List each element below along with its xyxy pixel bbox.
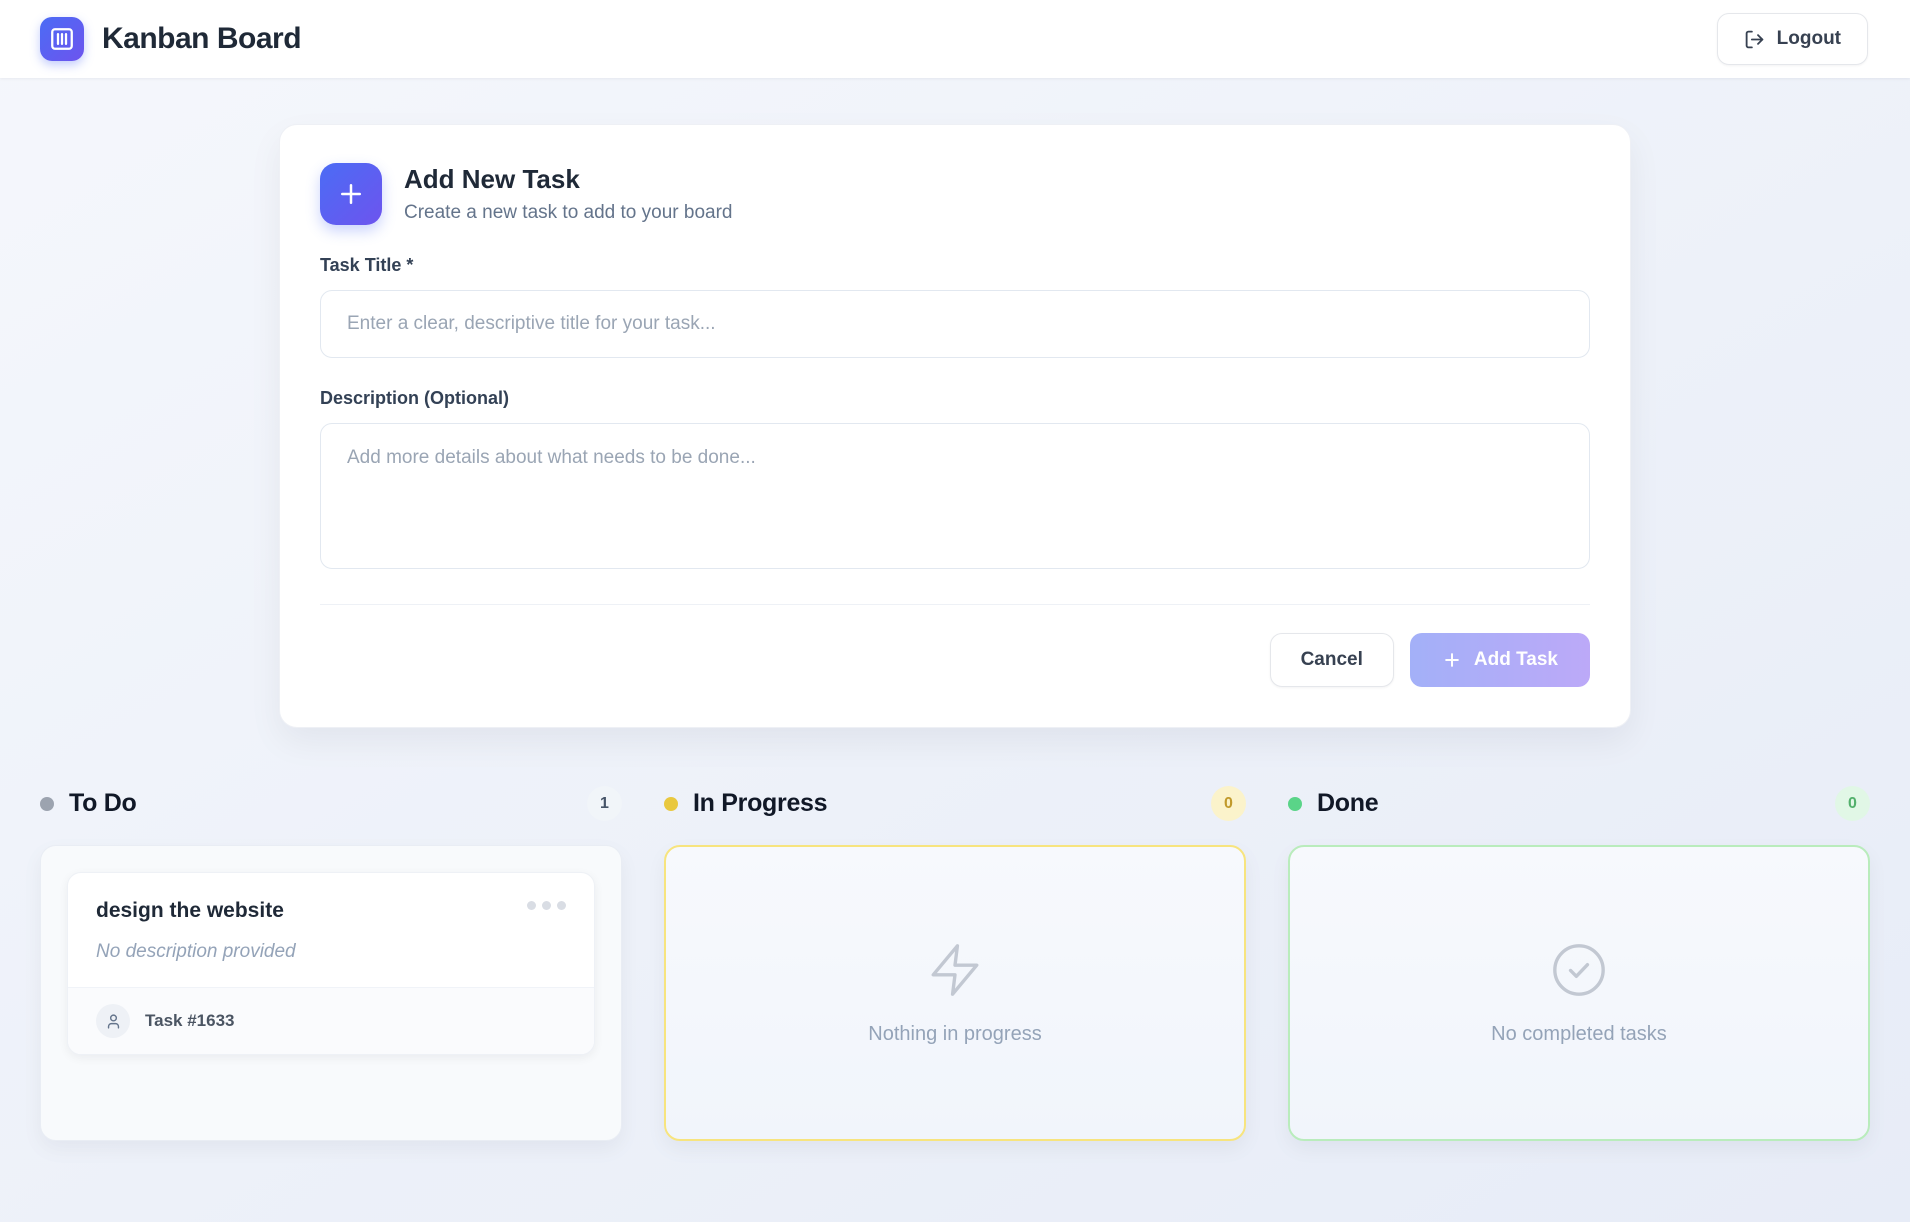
task-title: design the website — [96, 899, 284, 922]
add-task-heading-group: Add New Task Create a new task to add to… — [404, 164, 732, 224]
column-todo-header: To Do 1 — [40, 786, 622, 821]
column-in-progress: In Progress 0 Nothing in progress — [664, 786, 1246, 1141]
description-textarea[interactable] — [320, 423, 1590, 569]
plus-icon — [1442, 650, 1462, 670]
kanban-board: To Do 1 design the website No descriptio… — [0, 728, 1910, 1141]
task-id: Task #1633 — [145, 1011, 235, 1030]
todo-status-dot — [40, 796, 54, 811]
logout-icon — [1744, 29, 1765, 50]
task-card-footer: Task #1633 — [68, 987, 594, 1054]
column-done-title: Done — [1317, 789, 1379, 817]
user-icon — [96, 1004, 130, 1038]
logout-button[interactable]: Logout — [1716, 13, 1868, 65]
add-task-button-label: Add Task — [1473, 649, 1558, 670]
cancel-button[interactable]: Cancel — [1269, 633, 1394, 687]
done-status-dot — [1288, 796, 1302, 811]
task-title-label: Task Title * — [320, 255, 414, 275]
form-actions: Cancel Add Task — [320, 604, 1590, 687]
column-in-progress-header: In Progress 0 — [664, 786, 1246, 821]
kanban-logo-icon — [40, 17, 84, 61]
column-todo: To Do 1 design the website No descriptio… — [40, 786, 622, 1141]
page-title: Kanban Board — [102, 22, 302, 55]
task-card-main: design the website No description provid… — [68, 873, 594, 987]
brand: Kanban Board — [40, 17, 302, 61]
column-todo-dropzone[interactable]: design the website No description provid… — [40, 845, 622, 1141]
add-task-card: Add New Task Create a new task to add to… — [279, 124, 1631, 728]
column-in-progress-title: In Progress — [693, 789, 828, 817]
column-done: Done 0 No completed tasks — [1288, 786, 1870, 1141]
task-menu-ellipsis-icon[interactable] — [523, 897, 570, 914]
app-header: Kanban Board Logout — [0, 0, 1910, 78]
add-task-title: Add New Task — [404, 164, 580, 194]
task-card[interactable]: design the website No description provid… — [67, 872, 595, 1055]
column-todo-count-badge: 1 — [587, 786, 622, 821]
column-in-progress-dropzone[interactable]: Nothing in progress — [664, 845, 1246, 1141]
logout-label: Logout — [1776, 28, 1841, 49]
done-empty-text: No completed tasks — [1491, 1022, 1667, 1045]
description-group: Description (Optional) — [320, 388, 1590, 574]
add-task-button[interactable]: Add Task — [1409, 633, 1590, 687]
task-title-group: Task Title * — [320, 255, 1590, 358]
add-task-header: Add New Task Create a new task to add to… — [320, 163, 1590, 225]
in-progress-status-dot — [664, 796, 678, 811]
check-circle-icon — [1550, 941, 1608, 999]
in-progress-empty-text: Nothing in progress — [868, 1022, 1042, 1045]
plus-icon — [320, 163, 382, 225]
column-done-dropzone[interactable]: No completed tasks — [1288, 845, 1870, 1141]
description-label: Description (Optional) — [320, 388, 509, 408]
zap-icon — [926, 941, 984, 999]
task-title-input[interactable] — [320, 290, 1590, 358]
task-description: No description provided — [96, 941, 296, 962]
column-done-count-badge: 0 — [1835, 786, 1870, 821]
column-in-progress-count-badge: 0 — [1211, 786, 1246, 821]
column-done-header: Done 0 — [1288, 786, 1870, 821]
column-todo-title: To Do — [69, 789, 137, 817]
add-task-subtitle: Create a new task to add to your board — [404, 202, 733, 223]
